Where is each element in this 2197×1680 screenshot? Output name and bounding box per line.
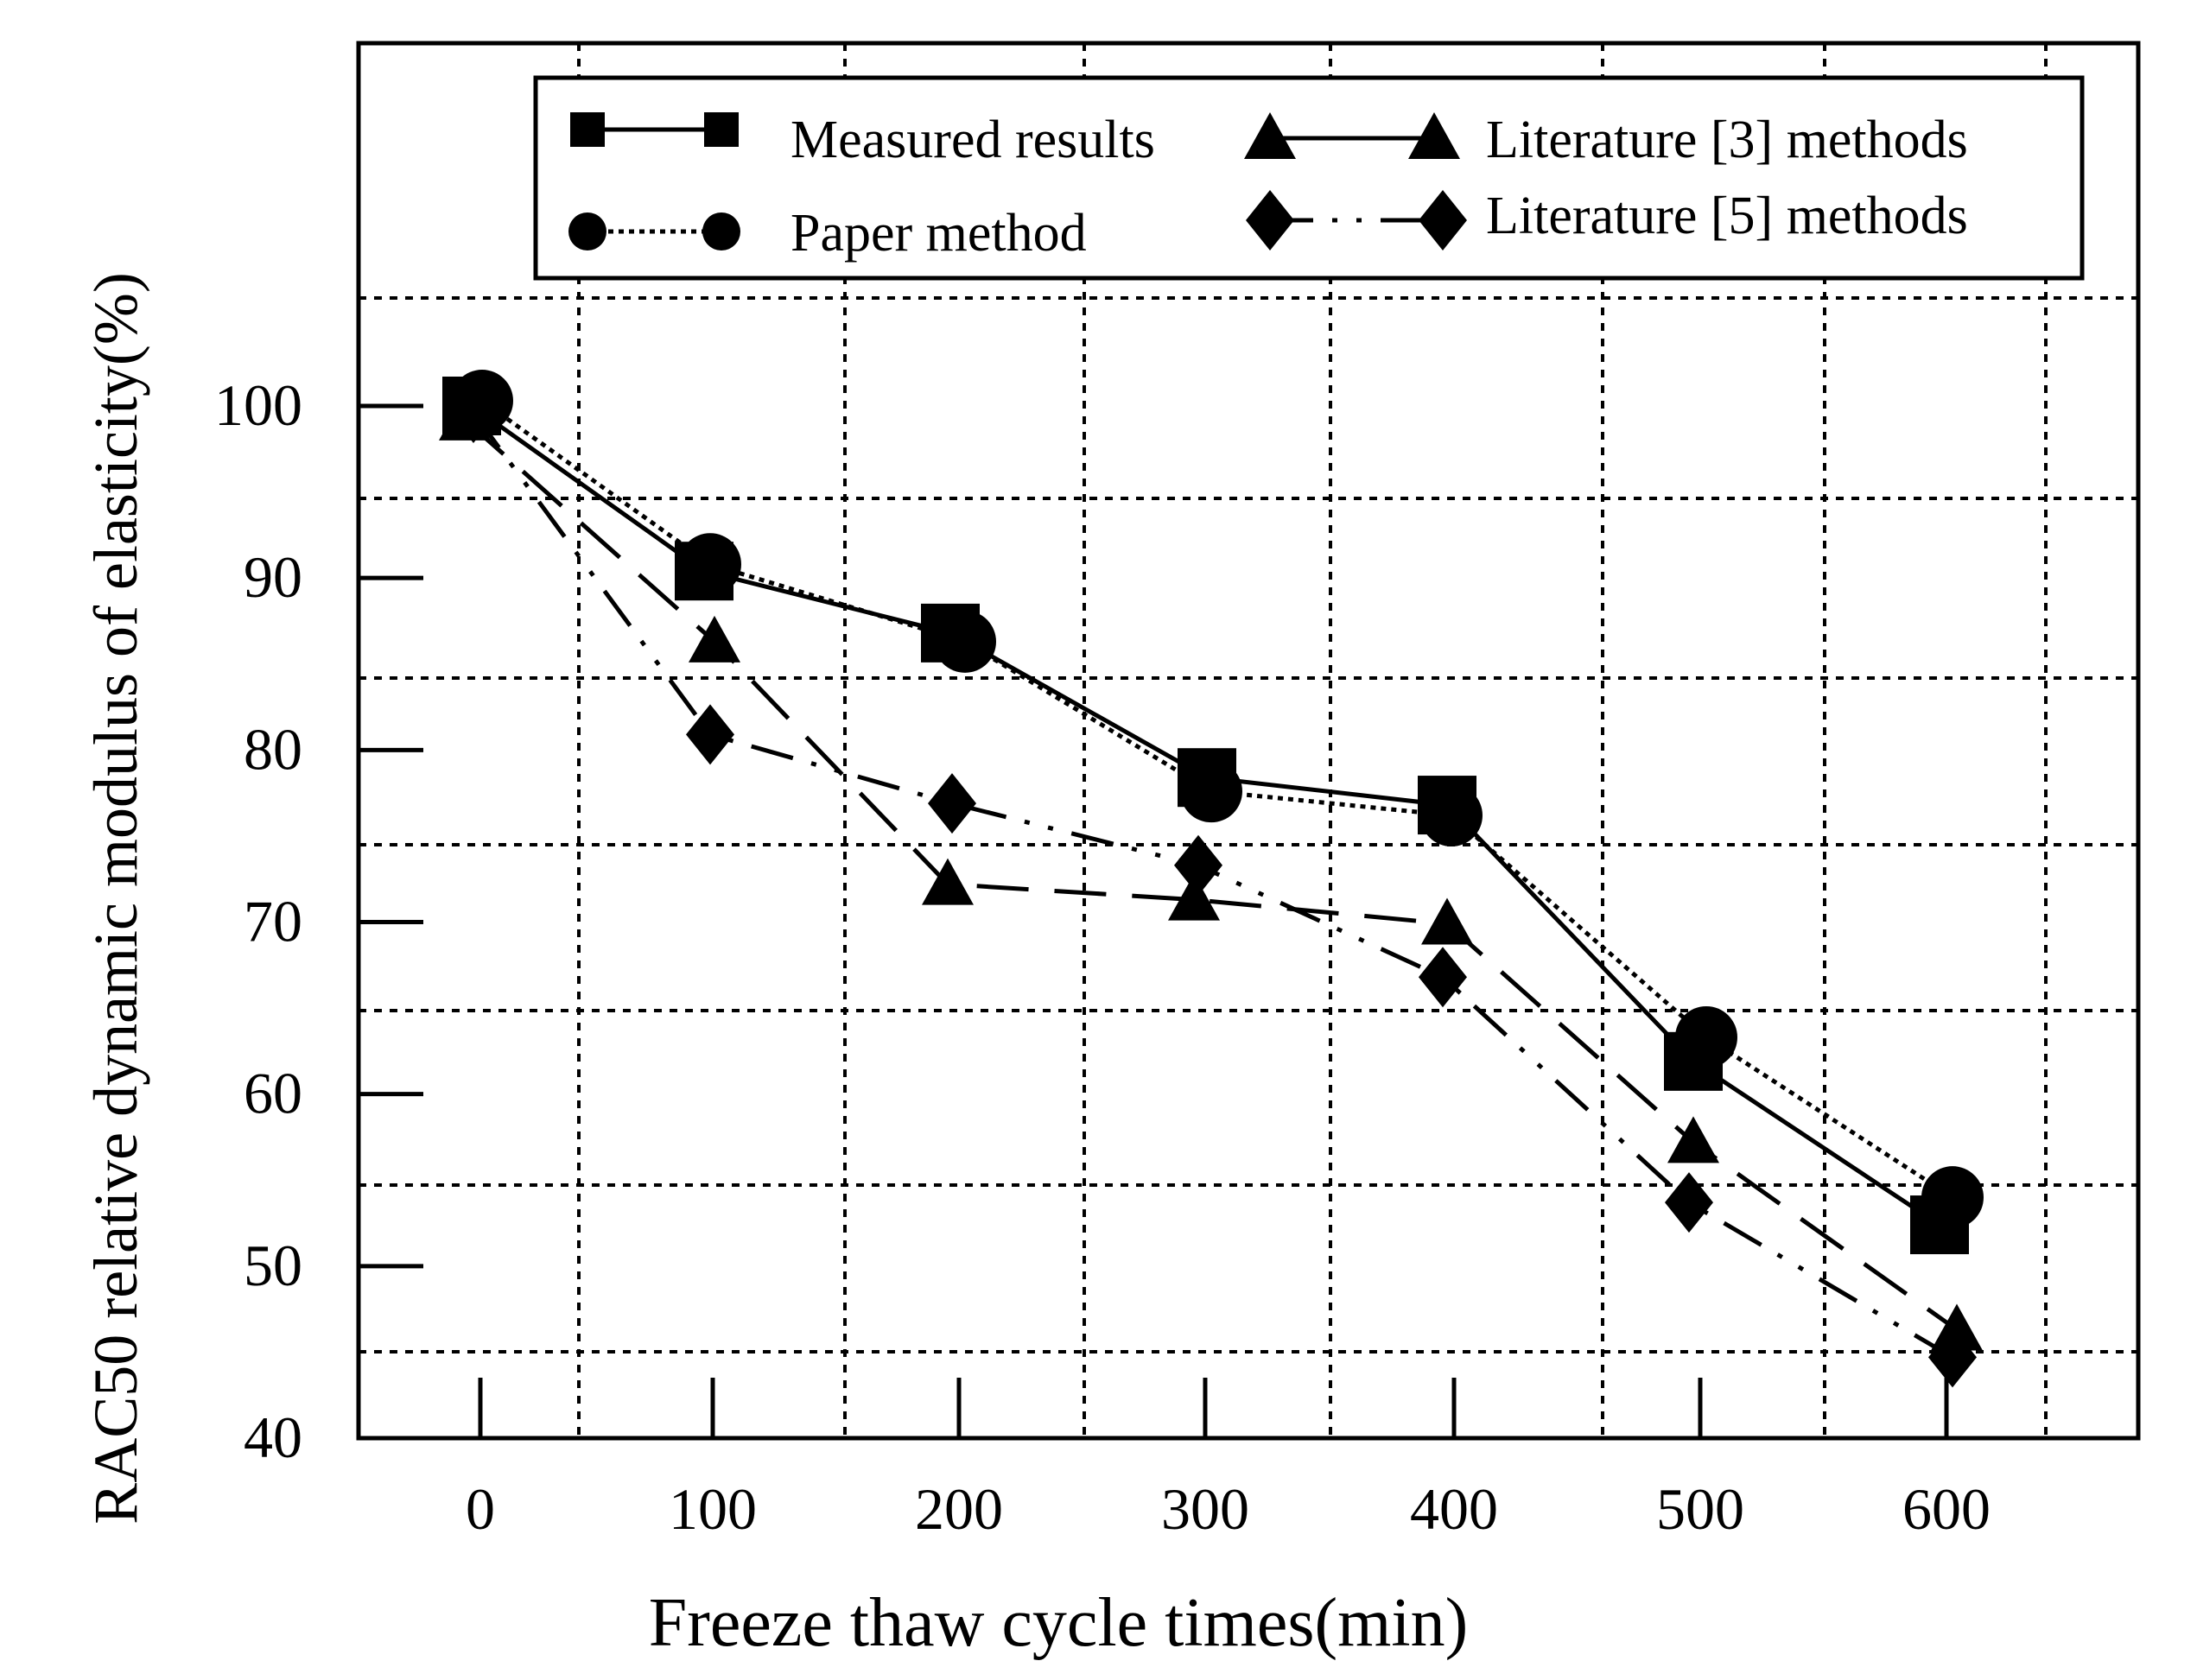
- y-tick-label-100: 100: [214, 372, 302, 438]
- series-layer: [439, 370, 1984, 1388]
- series-2-point-5: [1675, 1005, 1737, 1068]
- series-2: [451, 370, 1984, 1229]
- x-tick-label-600: 600: [1902, 1476, 1991, 1542]
- series-2-point-3: [1180, 760, 1242, 823]
- legend-mark-literature-5-start: [1246, 190, 1294, 250]
- legend-mark-paper-end: [702, 212, 740, 250]
- legend-box: [533, 75, 2085, 281]
- series-2-point-1: [679, 533, 741, 596]
- series-4-point-1: [686, 704, 734, 765]
- y-tick-label-60: 60: [244, 1061, 302, 1126]
- series-4-point-4: [1419, 947, 1467, 1008]
- legend-mark-measured: [570, 112, 739, 147]
- axis-ticks: 40 50 60 70 80 90 100 0 100 200 300 400 500 600: [214, 372, 1991, 1542]
- series-3-point-1: [689, 615, 740, 662]
- series-4: [449, 382, 1977, 1388]
- legend-mark-paper: [568, 212, 740, 250]
- series-2-point-6: [1921, 1166, 1984, 1229]
- legend-marks: [568, 112, 1467, 250]
- y-tick-label-90: 90: [244, 544, 302, 610]
- legend-mark-literature-5: [1246, 190, 1467, 250]
- series-3-point-2: [922, 858, 974, 905]
- y-axis-label: RAC50 relative dynamic modulus of elasti…: [81, 272, 150, 1525]
- series-4-point-6: [1928, 1327, 1977, 1388]
- series-2-point-4: [1420, 784, 1483, 847]
- x-tick-label-200: 200: [915, 1476, 1003, 1542]
- series-4-point-3: [1174, 834, 1222, 896]
- series-3-point-3: [1168, 873, 1220, 921]
- series-3-point-5: [1667, 1116, 1719, 1163]
- legend-label-measured: Measured results: [791, 111, 1155, 169]
- series-4-point-5: [1665, 1172, 1713, 1233]
- series-4-point-2: [928, 773, 976, 834]
- legend: Measured results Paper method Literature…: [533, 75, 2085, 281]
- legend-mark-literature-3: [1244, 112, 1460, 159]
- x-tick-label-100: 100: [669, 1476, 757, 1542]
- x-tick-label-0: 0: [466, 1476, 495, 1542]
- legend-mark-measured-end: [704, 112, 739, 147]
- legend-label-literature-3: Literature [3] methods: [1486, 111, 1968, 169]
- y-tick-label-40: 40: [244, 1404, 302, 1470]
- legend-mark-literature-3-end: [1408, 112, 1460, 159]
- y-tick-label-50: 50: [244, 1233, 302, 1298]
- x-tick-label-300: 300: [1161, 1476, 1249, 1542]
- legend-mark-literature-5-end: [1419, 190, 1467, 250]
- y-tick-label-70: 70: [244, 889, 302, 954]
- x-axis-label: Freeze thaw cycle times(min): [649, 1585, 1468, 1661]
- series-4-point-0: [449, 382, 498, 443]
- plot-frame: [356, 41, 2141, 1441]
- series-3: [439, 393, 1983, 1351]
- series-3-point-4: [1421, 897, 1473, 945]
- x-tick-label-400: 400: [1410, 1476, 1498, 1542]
- legend-label-paper: Paper method: [791, 204, 1087, 263]
- series-2-point-2: [934, 610, 996, 673]
- x-tick-label-500: 500: [1656, 1476, 1744, 1542]
- grid-lines: [359, 43, 2138, 1438]
- legend-mark-literature-3-start: [1244, 112, 1296, 159]
- legend-mark-paper-start: [568, 212, 606, 250]
- legend-mark-measured-start: [570, 112, 605, 147]
- legend-label-literature-5: Literature [5] methods: [1486, 187, 1968, 245]
- y-tick-label-80: 80: [244, 716, 302, 782]
